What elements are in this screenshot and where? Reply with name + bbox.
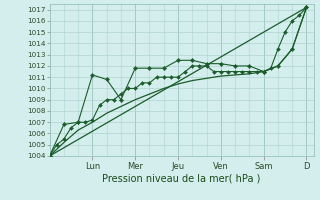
X-axis label: Pression niveau de la mer( hPa ): Pression niveau de la mer( hPa ) [102,173,261,183]
